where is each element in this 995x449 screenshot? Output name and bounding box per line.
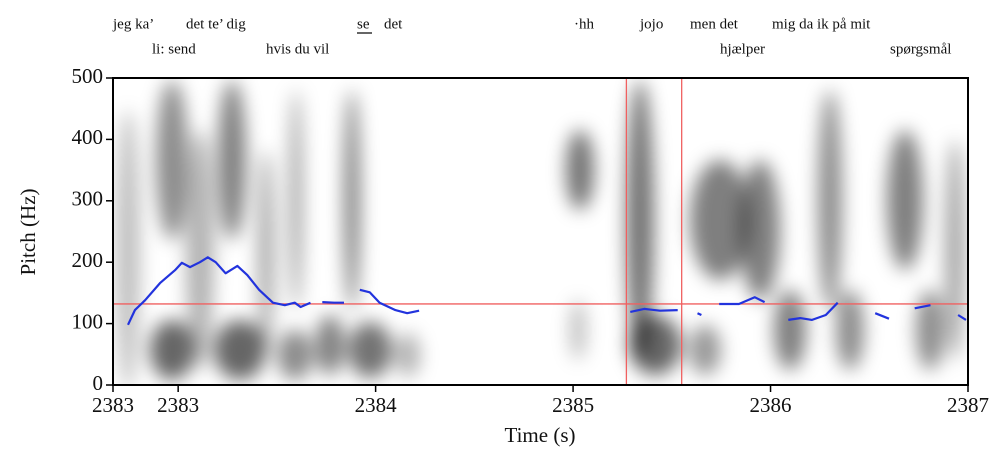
spectrogram bbox=[116, 80, 965, 385]
transcript-word: det bbox=[384, 16, 403, 32]
transcript-word: jeg ka’ bbox=[112, 16, 154, 32]
y-tick-label: 200 bbox=[72, 248, 104, 272]
transcript-word: det te’ dig bbox=[186, 16, 246, 32]
y-axis-label: Pitch (Hz) bbox=[16, 189, 40, 276]
transcript-word: hvis du vil bbox=[266, 41, 329, 57]
y-tick-label: 400 bbox=[72, 125, 104, 149]
transcript-word: hjælper bbox=[720, 41, 765, 57]
y-tick-label: 0 bbox=[93, 371, 104, 395]
y-tick-label: 500 bbox=[72, 64, 104, 88]
transcript-word: se bbox=[357, 16, 370, 32]
plot-area bbox=[113, 78, 968, 385]
y-tick-label: 100 bbox=[72, 309, 104, 333]
transcript-word: spørgsmål bbox=[890, 41, 951, 57]
x-axis-label: Time (s) bbox=[505, 423, 576, 447]
plot-frame bbox=[112, 77, 969, 386]
x-tick-label: 2386 bbox=[750, 393, 792, 417]
x-tick-label: 2387 bbox=[947, 393, 989, 417]
pitch-line bbox=[127, 256, 967, 326]
x-tick-label: 2383 bbox=[157, 393, 199, 417]
transcript-word: men det bbox=[690, 16, 739, 32]
transcript-word: mig da ik på mit bbox=[772, 16, 871, 32]
transcript-word: li: send bbox=[152, 41, 196, 57]
transcript-word: jojo bbox=[639, 16, 663, 32]
y-tick-label: 300 bbox=[72, 187, 104, 211]
transcript-word: ·hh bbox=[574, 16, 594, 32]
x-tick-label: 2384 bbox=[355, 393, 398, 417]
x-tick-label: 2385 bbox=[552, 393, 594, 417]
x-tick-label: 2383 bbox=[92, 393, 134, 417]
